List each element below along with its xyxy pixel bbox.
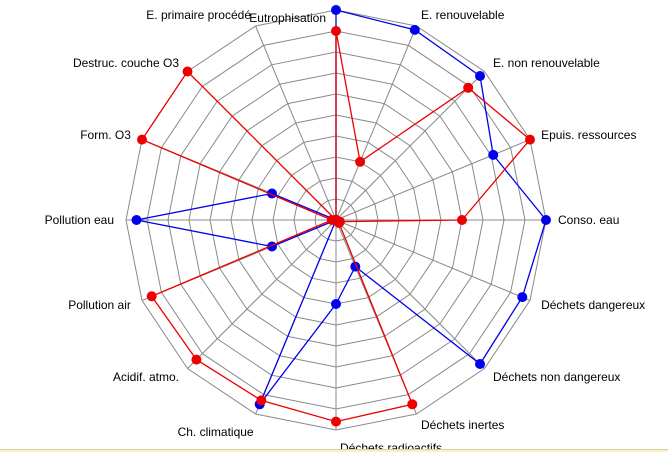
axis-label-8: Déchets inertes <box>421 418 504 432</box>
series-1-point-2 <box>409 24 420 35</box>
axis-label-11: Acidif. atmo. <box>113 370 179 384</box>
series-2-point-1 <box>331 26 341 36</box>
series-2-point-3 <box>463 82 474 93</box>
axis-label-10: Ch. climatique <box>178 425 254 439</box>
axis-label-4: Epuis. ressources <box>541 128 636 142</box>
series-1-point-13 <box>131 215 142 225</box>
grid-spoke-3 <box>335 71 485 221</box>
series-2-point-16 <box>331 215 341 225</box>
grid-spoke-4 <box>335 139 531 221</box>
series-2-point-4 <box>525 134 535 145</box>
axis-label-14: Form. O3 <box>80 128 131 142</box>
axis-label-12: Pollution air <box>68 298 131 312</box>
axis-label-16: E. primaire procédé <box>146 8 251 22</box>
series-1-point-3 <box>475 71 485 81</box>
series-1-point-7 <box>475 359 485 369</box>
axis-label-15: Destruc. couche O3 <box>73 56 179 70</box>
series-2-point-8 <box>407 399 418 410</box>
series-1-point-9 <box>331 299 341 309</box>
series-2-point-10 <box>256 395 267 406</box>
radar-series <box>131 5 551 427</box>
series-1-line <box>136 9 547 405</box>
series-2-point-12 <box>146 291 157 302</box>
bottom-strip <box>0 449 668 452</box>
axis-label-6: Déchets dangereux <box>541 298 645 312</box>
grid-spoke-2 <box>335 25 417 221</box>
grid-spoke-11 <box>187 219 337 369</box>
series-2-point-2 <box>355 156 366 167</box>
axis-label-9: Déchets radioactifs <box>340 441 442 452</box>
axis-label-3: E. non renouvelable <box>493 56 600 70</box>
series-1-point-4 <box>488 149 499 160</box>
axis-label-5: Conso. eau <box>558 213 619 227</box>
grid-spoke-7 <box>335 219 485 369</box>
series-2-point-15 <box>182 66 193 77</box>
grid-spoke-6 <box>335 219 531 301</box>
series-2-point-9 <box>331 416 341 427</box>
grid-spoke-16 <box>255 25 337 221</box>
series-2 <box>137 26 535 427</box>
series-2-point-5 <box>457 215 467 225</box>
series-1-point-1 <box>331 5 341 15</box>
series-2-point-14 <box>137 134 147 145</box>
axis-label-7: Déchets non dangereux <box>493 370 620 384</box>
axis-label-13: Pollution eau <box>45 213 114 227</box>
series-1-point-5 <box>541 215 551 225</box>
axis-labels: Eutrophisation E. renouvelable E. non reno… <box>45 8 646 452</box>
axis-label-2: E. renouvelable <box>421 8 505 22</box>
axis-label-1: Eutrophisation <box>249 11 326 25</box>
series-2-point-11 <box>191 354 202 365</box>
series-1-point-6 <box>517 292 528 303</box>
